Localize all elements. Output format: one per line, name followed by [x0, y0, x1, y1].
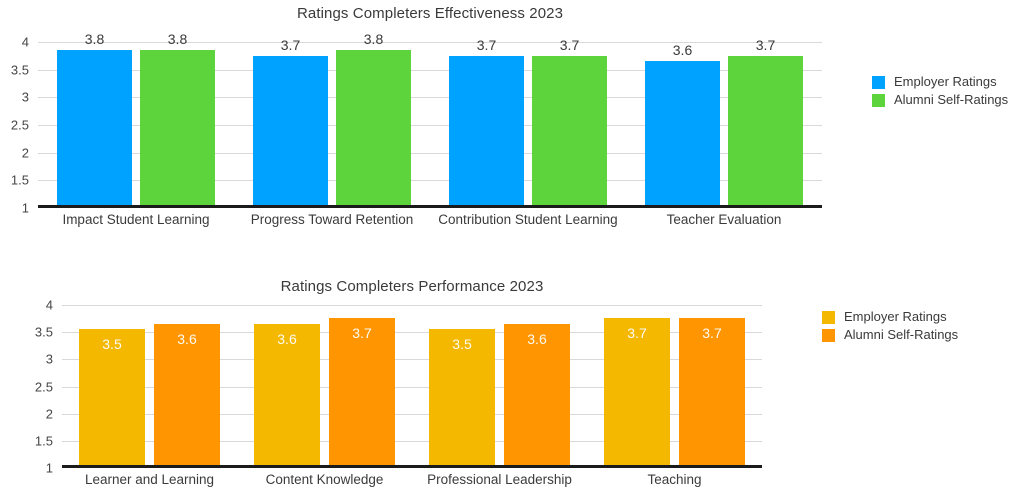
bar-group: 3.6 3.7 [626, 37, 822, 205]
bar-groups: 3.8 3.8 3.7 3.8 3.7 3.7 3.6 3.7 [38, 31, 822, 205]
bar-value-label: 3.6 [177, 330, 197, 347]
x-axis-category-label: Learner and Learning [84, 472, 215, 487]
bar-groups: 3.5 3.6 3.6 3.7 3.5 3.6 3.7 3.7 [62, 305, 762, 465]
y-axis-tick-label: 1.5 [10, 172, 29, 188]
y-axis-tick-label: 3.5 [34, 324, 53, 340]
x-axis-category-label: Teaching [647, 472, 702, 487]
bar-alumni-self-ratings: 3.7 [728, 37, 803, 205]
plot-area: 4 3.5 3 2.5 2 1.5 1 3.5 3.6 3.6 3.7 3.5 3.6 3.7 3.7 [35, 298, 762, 476]
y-axis-tick-label: 1.5 [34, 433, 53, 449]
bar-employer-ratings: 3.5 [429, 329, 495, 465]
y-axis-tick-label: 3 [21, 89, 29, 105]
bar-alumni-self-ratings: 3.6 [154, 323, 220, 465]
y-axis-tick-label: 1 [21, 200, 29, 216]
gridline [62, 413, 762, 415]
x-axis-category-label: Teacher Evaluation [666, 212, 782, 227]
legend-item: Alumni Self-Ratings [822, 326, 958, 344]
bar-value-label: 3.7 [755, 36, 776, 53]
legend-label: Employer Ratings [894, 74, 997, 89]
y-axis-tick-label: 3 [45, 351, 53, 367]
bar-alumni-self-ratings: 3.8 [336, 31, 411, 205]
bar-group: 3.7 3.7 [430, 37, 626, 205]
gridline [38, 97, 822, 99]
bar-employer-ratings: 3.6 [645, 42, 720, 205]
bar-value-label: 3.7 [559, 36, 580, 53]
bar-value-label: 3.8 [363, 31, 384, 48]
bar-value-label: 3.5 [452, 336, 472, 353]
bar-value-label: 3.8 [167, 31, 188, 48]
y-axis-tick-label: 2.5 [34, 379, 53, 394]
legend-label: Alumni Self-Ratings [844, 327, 959, 342]
bar-employer-ratings: 3.7 [449, 37, 524, 205]
y-axis-tick-label: 4 [45, 297, 53, 313]
y-axis-tick-label: 4 [21, 34, 29, 50]
bar-alumni-self-ratings: 3.7 [329, 318, 395, 465]
bar-alumni-self-ratings: 3.6 [504, 323, 570, 465]
bar-group: 3.5 3.6 [412, 305, 587, 465]
bar-value-label: 3.6 [527, 330, 547, 347]
legend-swatch [822, 328, 835, 342]
bar-value-label: 3.6 [672, 42, 693, 59]
bar-group: 3.5 3.6 [62, 305, 237, 465]
y-axis-tick-label: 2 [45, 406, 53, 422]
legend-swatch [872, 75, 885, 89]
legend-swatch [822, 310, 835, 324]
y-axis-tick-label: 1 [45, 460, 53, 476]
gridline [38, 152, 822, 154]
bar-alumni-self-ratings: 3.7 [679, 318, 745, 465]
bar-value-label: 3.7 [352, 325, 372, 342]
chart-title: Ratings Completers Performance 2023 [280, 278, 544, 295]
gridline [62, 332, 762, 334]
legend-swatch [872, 93, 885, 107]
legend: Employer Ratings Alumni Self-Ratings [822, 308, 958, 344]
bar-value-label: 3.6 [277, 330, 297, 347]
gridline [38, 69, 822, 71]
gridline [38, 42, 822, 43]
plot-area: 4 3.5 3 2.5 2 1.5 1 3.8 3.8 3.7 3.8 3.7 3.7 3.6 3.7 [11, 31, 822, 216]
bar-employer-ratings: 3.8 [57, 31, 132, 205]
y-axis-tick-label: 2 [21, 145, 29, 161]
x-axis-category-label: Impact Student Learning [62, 212, 210, 227]
x-axis-category-label: Progress Toward Retention [250, 212, 414, 227]
legend-label: Alumni Self-Ratings [894, 92, 1009, 107]
bar-value-label: 3.7 [702, 325, 722, 342]
x-axis-category-label: Professional Leadership [427, 472, 572, 487]
chart-title: Ratings Completers Effectiveness 2023 [296, 5, 564, 22]
bar-group: 3.8 3.8 [38, 31, 234, 205]
bar-employer-ratings: 3.7 [604, 318, 670, 465]
gridline [38, 180, 822, 182]
bar-value-label: 3.5 [102, 336, 122, 353]
bar-alumni-self-ratings: 3.8 [140, 31, 215, 205]
bar-value-label: 3.7 [280, 36, 301, 53]
x-axis-labels: Impact Student Learning Progress Toward R… [38, 212, 822, 227]
bar-value-label: 3.7 [627, 325, 647, 342]
bar-group: 3.7 3.8 [234, 31, 430, 205]
bar-group: 3.7 3.7 [587, 305, 762, 465]
x-axis-category-label: Content Knowledge [265, 472, 384, 487]
y-axis-tick-label: 3.5 [10, 62, 29, 78]
gridline [62, 386, 762, 388]
legend-item: Alumni Self-Ratings [872, 91, 1008, 109]
legend: Employer Ratings Alumni Self-Ratings [872, 73, 1008, 109]
legend-item: Employer Ratings [822, 308, 958, 326]
x-axis-category-label: Contribution Student Learning [438, 212, 618, 227]
bar-value-label: 3.8 [84, 31, 105, 48]
x-axis-labels: Learner and Learning Content Knowledge Pro… [62, 472, 762, 487]
bar-value-label: 3.7 [476, 36, 497, 53]
gridline [62, 440, 762, 442]
bar-employer-ratings: 3.7 [253, 37, 328, 205]
bar-employer-ratings: 3.5 [79, 329, 145, 465]
legend-label: Employer Ratings [844, 309, 947, 324]
gridline [62, 305, 762, 306]
gridline [62, 359, 762, 361]
gridline [38, 125, 822, 126]
performance-chart: Ratings Completers Performance 2023 4 3.5… [0, 270, 1024, 497]
legend-item: Employer Ratings [872, 73, 1008, 91]
bar-group: 3.6 3.7 [237, 305, 412, 465]
bar-alumni-self-ratings: 3.7 [532, 37, 607, 205]
bar-employer-ratings: 3.6 [254, 323, 320, 465]
y-axis-tick-label: 2.5 [10, 117, 29, 133]
